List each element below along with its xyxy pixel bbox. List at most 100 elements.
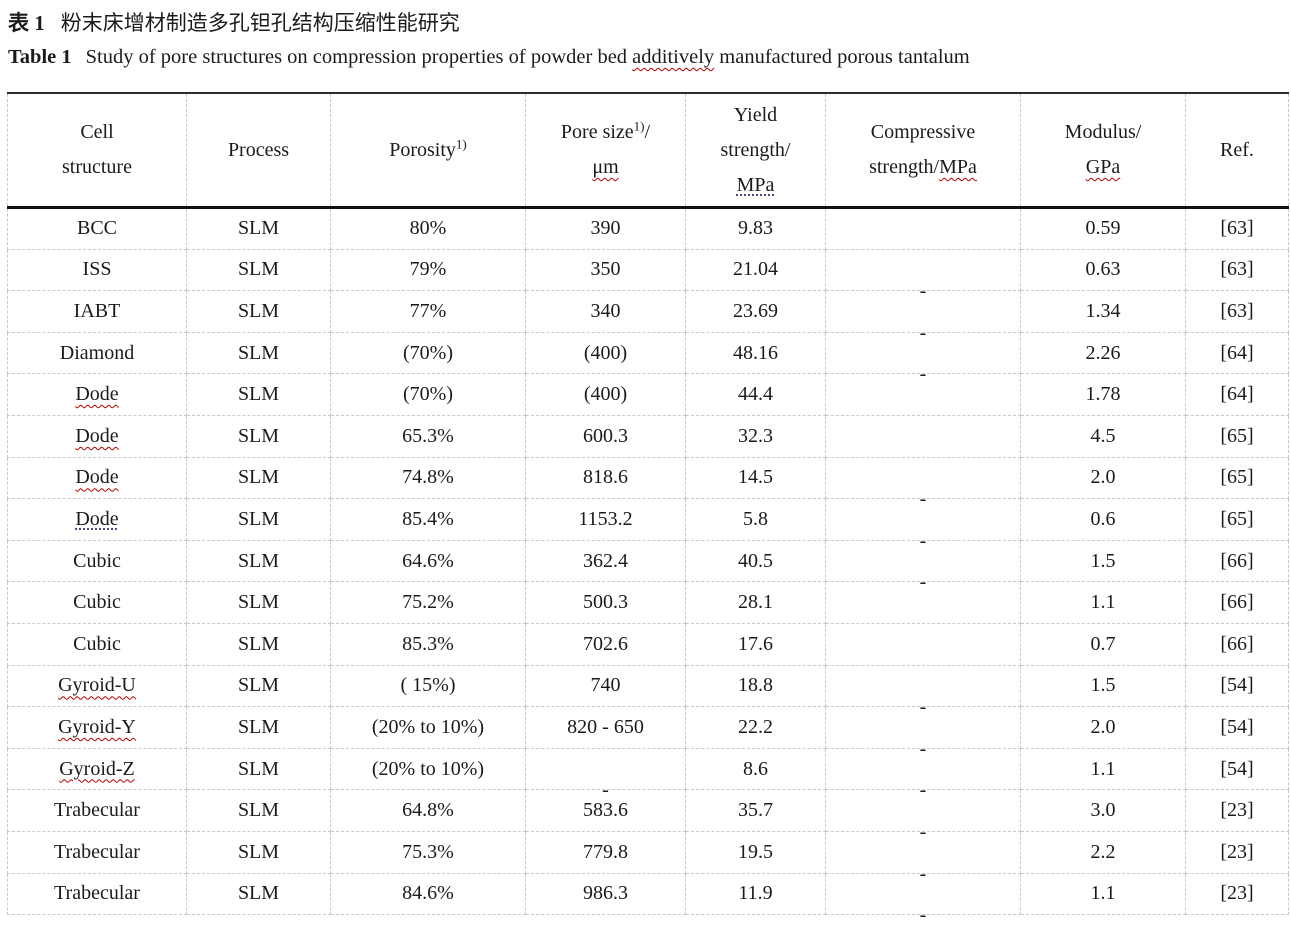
cell-text: 1.1 bbox=[1090, 757, 1116, 780]
cell-yield-strength: 18.8 bbox=[685, 664, 826, 708]
cell-text: SLM bbox=[237, 549, 280, 572]
cell-text: 340 bbox=[590, 299, 621, 322]
header-text: strength/ bbox=[869, 156, 940, 178]
cell-ref: [64] bbox=[1185, 331, 1289, 375]
header-text: / bbox=[644, 121, 651, 143]
cell-ref: [65] bbox=[1185, 414, 1289, 458]
cell-modulus: 0.6 bbox=[1020, 498, 1186, 541]
cell-text: [54] bbox=[1220, 715, 1254, 738]
cell-text: (70%) bbox=[403, 383, 453, 406]
cell-modulus: 1.1 bbox=[1020, 581, 1186, 624]
cell-text: Gyroid-U bbox=[58, 674, 136, 697]
caption-en-label: Table 1 bbox=[8, 46, 72, 68]
cell-text: SLM bbox=[237, 299, 280, 322]
table-row: Trabecular SLM 84.6% 986.3 11.9 - 1.1 [23] bbox=[7, 872, 1289, 925]
cell-text: 64.6% bbox=[402, 549, 454, 572]
cell-text: [66] bbox=[1220, 632, 1254, 655]
cell-text: Dode bbox=[75, 383, 119, 406]
cell-yield-strength: 21.04 bbox=[685, 248, 826, 292]
header-text: Yield bbox=[733, 103, 778, 126]
cell-porosity: (70%) bbox=[330, 373, 526, 416]
table-row: Cubic SLM 85.3% 702.6 17.6 0.7 [66] bbox=[7, 622, 1289, 666]
header-text: μm bbox=[592, 156, 619, 178]
cell-yield-strength: 40.5 bbox=[685, 539, 826, 583]
cell-text: 0.63 bbox=[1085, 258, 1121, 281]
cell-process: SLM bbox=[186, 331, 331, 375]
caption-en-spellchecked-word: additively bbox=[632, 46, 715, 68]
cell-process: SLM bbox=[186, 290, 331, 333]
cell-ref: [23] bbox=[1185, 830, 1289, 874]
cell-cell-structure: Dode bbox=[7, 373, 187, 416]
cell-pore-size: 500.3 bbox=[525, 581, 686, 624]
cell-text: 65.3% bbox=[402, 424, 454, 447]
cell-text: 2.2 bbox=[1090, 840, 1116, 863]
cell-compressive-strength: - bbox=[825, 664, 1021, 717]
cell-yield-strength: 44.4 bbox=[685, 373, 826, 416]
cell-text: (400) bbox=[583, 341, 628, 364]
cell-text: [65] bbox=[1220, 424, 1254, 447]
cell-text: Cubic bbox=[73, 632, 121, 655]
cell-ref: [63] bbox=[1185, 207, 1289, 250]
cell-compressive-strength: - bbox=[825, 539, 1021, 592]
cell-yield-strength: 48.16 bbox=[685, 331, 826, 375]
cell-ref: [66] bbox=[1185, 581, 1289, 624]
cell-modulus: 4.5 bbox=[1020, 414, 1186, 458]
cell-text: Dode bbox=[75, 424, 119, 447]
no-data-dash: - bbox=[602, 779, 609, 802]
header-text: Pore size bbox=[560, 121, 634, 143]
cell-text: 0.6 bbox=[1090, 507, 1116, 530]
cell-pore-size: 600.3 bbox=[525, 414, 686, 458]
cell-text: 5.8 bbox=[743, 507, 768, 530]
cell-ref: [65] bbox=[1185, 498, 1289, 541]
cell-porosity: 74.8% bbox=[330, 456, 526, 500]
header-line: μm bbox=[526, 150, 685, 185]
cell-cell-structure: IABT bbox=[7, 290, 187, 333]
cell-text: Trabecular bbox=[54, 882, 140, 905]
caption-cn-label: 表 1 bbox=[8, 11, 45, 35]
cell-cell-structure: Trabecular bbox=[7, 872, 187, 916]
cell-ref: [63] bbox=[1185, 248, 1289, 292]
cell-text: SLM bbox=[237, 632, 280, 655]
cell-cell-structure: Gyroid-U bbox=[7, 664, 187, 708]
header-line: Pore size1)/ bbox=[526, 115, 685, 150]
cell-yield-strength: 8.6 bbox=[685, 747, 826, 791]
cell-text: [63] bbox=[1220, 217, 1254, 240]
cell-text: [23] bbox=[1220, 840, 1254, 863]
cell-text: Gyroid-Y bbox=[58, 715, 136, 738]
cell-compressive-strength: - bbox=[825, 248, 1021, 301]
header-text: strength/ bbox=[720, 138, 791, 161]
cell-modulus: 1.78 bbox=[1020, 373, 1186, 416]
cell-compressive-strength bbox=[825, 207, 1021, 250]
table-row: Dode SLM 85.4% 1153.2 5.8 - 0.6 [65] bbox=[7, 498, 1289, 551]
cell-porosity: 85.4% bbox=[330, 498, 526, 541]
header-line: Ref. bbox=[1186, 133, 1288, 168]
cell-text: 18.8 bbox=[738, 674, 773, 697]
cell-process: SLM bbox=[186, 830, 331, 874]
table-row: IABT SLM 77% 340 23.69 - 1.34 [63] bbox=[7, 290, 1289, 343]
cell-text: 986.3 bbox=[583, 882, 628, 905]
cell-text: ( 15%) bbox=[400, 674, 456, 697]
cell-compressive-strength bbox=[825, 414, 1021, 458]
cell-modulus: 0.63 bbox=[1020, 248, 1186, 292]
cell-process: SLM bbox=[186, 373, 331, 416]
cell-pore-size: 390 bbox=[525, 207, 686, 250]
cell-pore-size: 1153.2 bbox=[525, 498, 686, 541]
cell-process: SLM bbox=[186, 539, 331, 583]
cell-text: [66] bbox=[1220, 549, 1254, 572]
cell-text: 1.34 bbox=[1085, 299, 1121, 322]
cell-text: SLM bbox=[237, 217, 280, 240]
cell-yield-strength: 5.8 bbox=[685, 498, 826, 541]
cell-cell-structure: Trabecular bbox=[7, 830, 187, 874]
caption-cn-text: 粉末床增材制造多孔钽孔结构压缩性能研究 bbox=[60, 11, 460, 35]
cell-porosity: 85.3% bbox=[330, 622, 526, 666]
cell-yield-strength: 17.6 bbox=[685, 622, 826, 666]
cell-text: SLM bbox=[237, 383, 280, 406]
table-caption-english: Table 1 Study of pore structures on compr… bbox=[8, 46, 970, 69]
cell-modulus: 3.0 bbox=[1020, 789, 1186, 832]
cell-modulus: 2.26 bbox=[1020, 331, 1186, 375]
header-line: strength/MPa bbox=[826, 150, 1020, 185]
no-data-dash: - bbox=[919, 529, 927, 552]
cell-text: Gyroid-Z bbox=[59, 757, 135, 780]
no-data-dash: - bbox=[919, 820, 927, 843]
cell-cell-structure: Dode bbox=[7, 414, 187, 458]
